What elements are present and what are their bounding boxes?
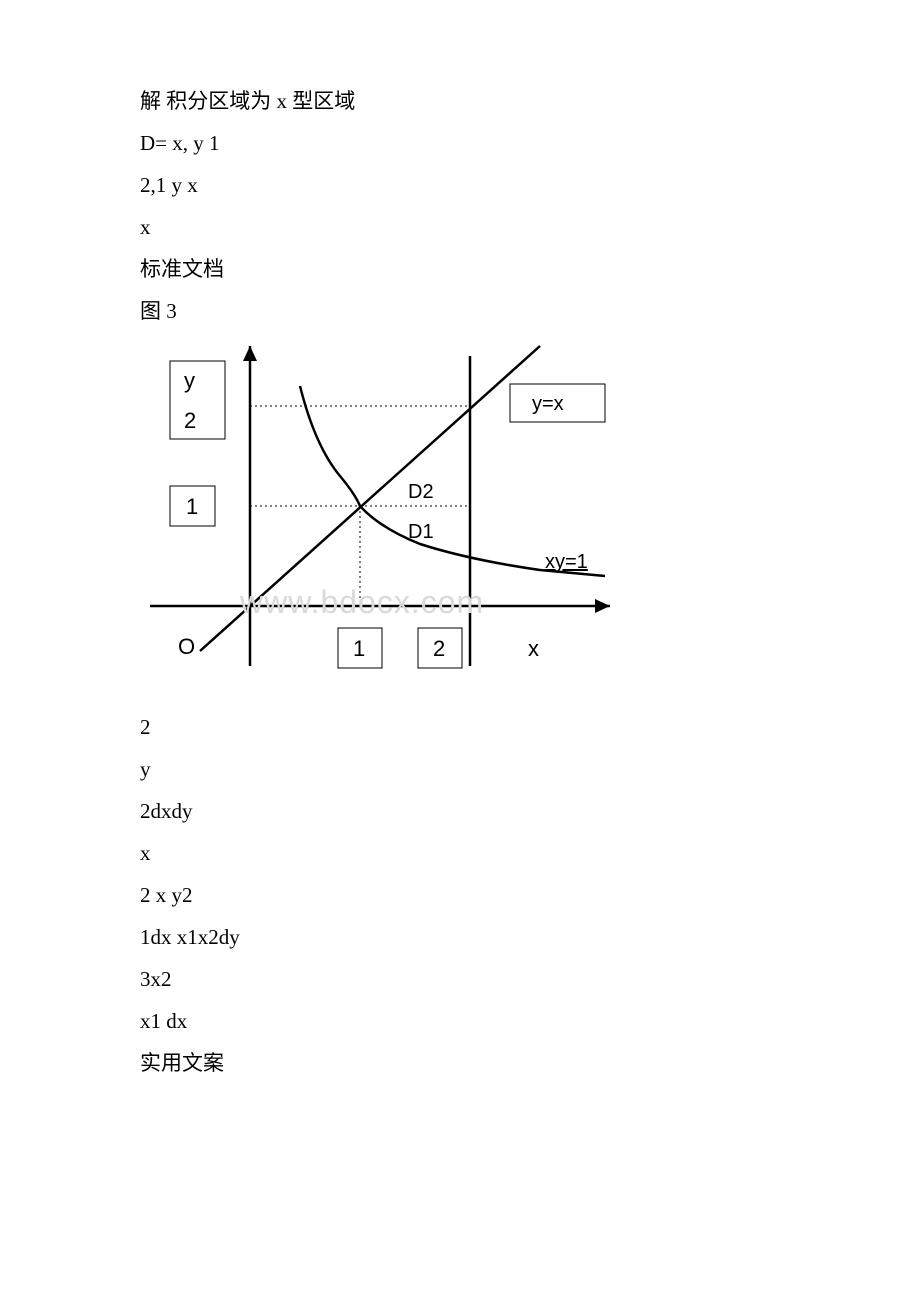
text-line: x xyxy=(140,832,780,874)
text-line: 3x2 xyxy=(140,958,780,1000)
text-line: 2,1 y x xyxy=(140,164,780,206)
label-1-x: 1 xyxy=(353,636,365,661)
text-line: 解 积分区域为 x 型区域 xyxy=(140,80,780,122)
label-d2: D2 xyxy=(408,481,434,503)
y-axis-arrow xyxy=(243,346,257,361)
text-line: 实用文案 xyxy=(140,1042,780,1084)
label-d1: D1 xyxy=(408,521,434,543)
text-line: D= x, y 1 xyxy=(140,122,780,164)
text-line: x1 dx xyxy=(140,1000,780,1042)
label-y-equals-x: y=x xyxy=(532,393,564,415)
document-page: 解 积分区域为 x 型区域 D= x, y 1 2,1 y x x 标准文档 图… xyxy=(0,0,920,1144)
label-2-x: 2 xyxy=(433,636,445,661)
text-line: x xyxy=(140,206,780,248)
text-line: 1dx x1x2dy xyxy=(140,916,780,958)
label-2-y: 2 xyxy=(184,408,196,433)
text-line: 图 3 xyxy=(140,290,780,332)
label-1-y: 1 xyxy=(186,494,198,519)
x-axis-arrow xyxy=(595,599,610,613)
figure-3: y 2 1 O 1 2 x y=x xy=1 D2 D1 www.bdocx.c… xyxy=(140,336,640,686)
text-line: 标准文档 xyxy=(140,248,780,290)
diagram-svg: y 2 1 O 1 2 x y=x xy=1 D2 D1 xyxy=(140,336,640,686)
label-y: y xyxy=(184,368,195,393)
text-line: 2 x y2 xyxy=(140,874,780,916)
label-x: x xyxy=(528,636,539,661)
text-line: 2dxdy xyxy=(140,790,780,832)
label-origin: O xyxy=(178,634,195,659)
label-box-y2 xyxy=(170,361,225,439)
label-xy-equals-1: xy=1 xyxy=(545,551,588,573)
text-line: 2 xyxy=(140,706,780,748)
text-line: y xyxy=(140,748,780,790)
